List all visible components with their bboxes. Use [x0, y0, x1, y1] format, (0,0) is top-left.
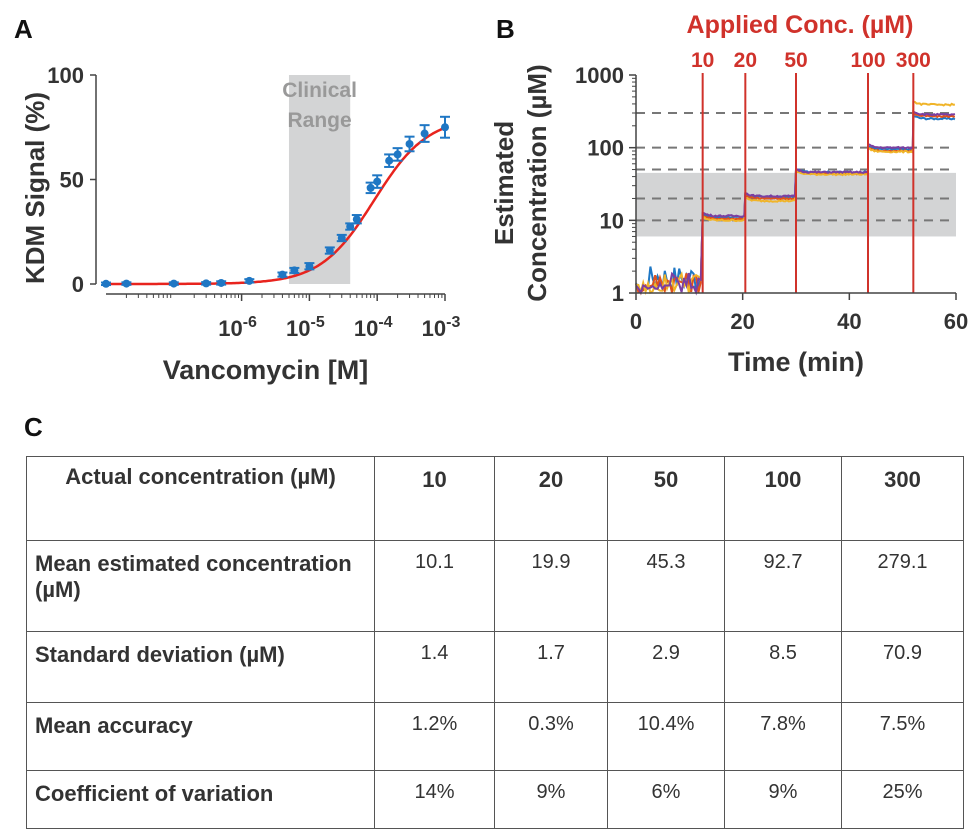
table-cell: 25% — [841, 770, 964, 829]
fit-curve — [106, 126, 446, 286]
y-tick-label: 100 — [587, 136, 624, 161]
y-axis-label: KDM Signal (%) — [20, 92, 50, 284]
x-axis-label: Time (min) — [728, 347, 864, 377]
applied-concentration-label: 20 — [734, 49, 757, 72]
data-point — [346, 222, 355, 231]
table-cell: 19.9 — [494, 540, 608, 632]
y-tick-label: 1000 — [575, 63, 624, 88]
x-tick-label: 20 — [730, 309, 754, 334]
clinical-range-shade — [288, 75, 351, 284]
results-table: Actual concentration (µM) 10 20 50 100 3… — [26, 456, 964, 829]
column-header: 100 — [724, 456, 842, 541]
table-cell: 1.2% — [374, 702, 495, 771]
series-line — [635, 109, 956, 296]
column-header: 300 — [841, 456, 964, 541]
table-cell: 9% — [494, 770, 608, 829]
table-row: Mean accuracy 1.2% 0.3% 10.4% 7.8% 7.5% — [26, 702, 964, 771]
table-cell: 279.1 — [841, 540, 964, 632]
table-row: Standard deviation (µM) 1.4 1.7 2.9 8.5 … — [26, 631, 964, 703]
table-cell: 8.5 — [724, 631, 842, 703]
row-label: Mean accuracy — [26, 702, 375, 771]
series-line — [635, 100, 955, 296]
data-point — [405, 139, 414, 148]
x-tick-label: 0 — [630, 309, 642, 334]
column-header: 50 — [607, 456, 725, 541]
x-tick-label: 60 — [944, 309, 968, 334]
row-label: Standard deviation (µM) — [26, 631, 375, 703]
panel-label-a: A — [14, 14, 33, 44]
data-point — [278, 270, 287, 279]
y-tick-label: 0 — [72, 272, 84, 297]
y-tick-label: 100 — [47, 63, 84, 88]
y-tick-label: 10 — [600, 208, 624, 233]
data-point — [245, 276, 254, 285]
data-point — [366, 183, 375, 192]
table-cell: 7.8% — [724, 702, 842, 771]
table-cell: 10.4% — [607, 702, 725, 771]
row-label: Mean estimated concentration (µM) — [26, 540, 375, 632]
shade-label: Range — [288, 109, 352, 132]
data-point — [305, 262, 314, 271]
table-header-row: Actual concentration (µM) 10 20 50 100 3… — [26, 456, 964, 541]
table-row: Mean estimated concentration (µM) 10.1 1… — [26, 540, 964, 632]
dose-response-chart: Clinical Range 0 50 100 10-6 10-5 10-4 10-3 Vanco… — [20, 63, 461, 385]
table-cell: 1.7 — [494, 631, 608, 703]
table-cell: 6% — [607, 770, 725, 829]
column-header: Actual concentration (µM) — [26, 456, 375, 541]
column-header: 10 — [374, 456, 495, 541]
y-tick-label: 50 — [60, 168, 84, 193]
series-line — [635, 114, 956, 294]
data-point — [393, 150, 402, 159]
data-point — [420, 129, 429, 138]
data-point — [169, 279, 178, 288]
data-point — [122, 279, 131, 288]
applied-concentration-label: 100 — [850, 49, 885, 72]
data-point — [373, 177, 382, 186]
column-header: 20 — [494, 456, 608, 541]
x-tick-label: 10-5 — [286, 314, 325, 341]
y-axis-label: Estimated — [490, 121, 519, 245]
x-tick-label: 40 — [837, 309, 861, 334]
shade-label: Clinical — [282, 79, 357, 102]
data-point — [290, 266, 299, 275]
chart-title: Applied Conc. (µM) — [687, 11, 914, 39]
table-cell: 10.1 — [374, 540, 495, 632]
table-cell: 70.9 — [841, 631, 964, 703]
table-cell: 0.3% — [494, 702, 608, 771]
data-point — [217, 278, 226, 287]
data-point — [441, 123, 449, 132]
table-cell: 45.3 — [607, 540, 725, 632]
x-tick-label: 10-3 — [422, 314, 461, 341]
panel-label-b: B — [496, 14, 515, 44]
x-tick-label: 10-6 — [218, 314, 257, 341]
table-cell: 1.4 — [374, 631, 495, 703]
y-tick-label: 1 — [612, 281, 624, 306]
table-cell: 7.5% — [841, 702, 964, 771]
table-cell: 9% — [724, 770, 842, 829]
applied-concentration-label: 300 — [896, 49, 931, 72]
panel-label-c: C — [24, 412, 43, 442]
x-axis-label: Vancomycin [M] — [163, 355, 369, 385]
concentration-time-chart: 10 20 50 100 300 Applied Conc. (µM) 1 10 100 1000… — [490, 11, 968, 377]
table-cell: 2.9 — [607, 631, 725, 703]
applied-concentration-label: 10 — [691, 49, 714, 72]
y-axis-label: Concentration (µM) — [522, 64, 552, 301]
data-point — [102, 279, 110, 288]
data-point — [385, 156, 394, 165]
applied-concentration-label: 50 — [784, 49, 807, 72]
table-cell: 92.7 — [724, 540, 842, 632]
row-label: Coefficient of variation — [26, 770, 375, 829]
table-cell: 14% — [374, 770, 495, 829]
data-point — [352, 215, 361, 224]
table-row: Coefficient of variation 14% 9% 6% 9% 25… — [26, 770, 964, 829]
x-tick-label: 10-4 — [354, 314, 393, 341]
data-point — [325, 246, 334, 255]
data-point — [337, 234, 346, 243]
data-point — [202, 279, 211, 288]
